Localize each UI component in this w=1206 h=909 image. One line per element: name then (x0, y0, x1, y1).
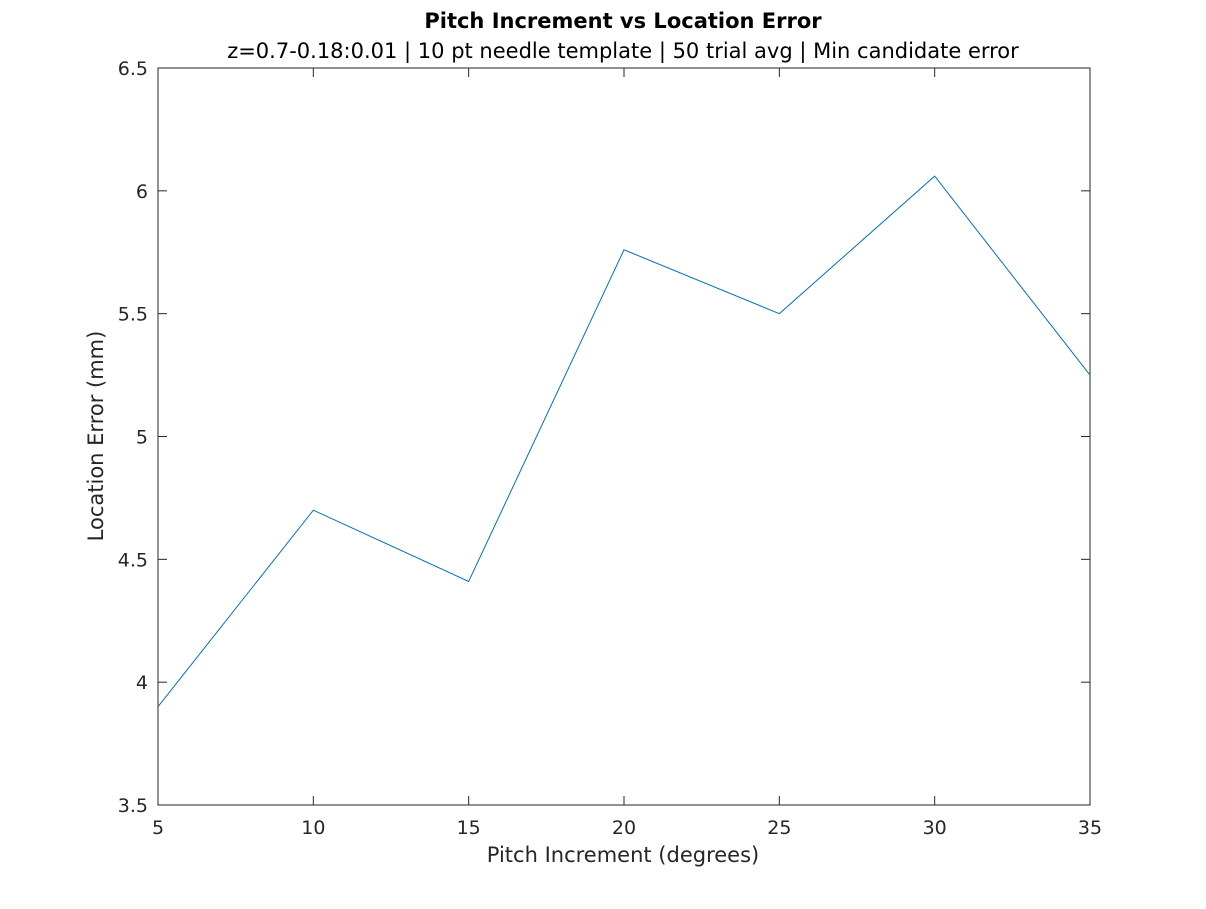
y-tick-label: 4.5 (118, 549, 148, 571)
axes-box (157, 67, 1091, 806)
x-tick-label: 5 (152, 817, 164, 839)
x-tick-label: 30 (923, 817, 947, 839)
y-tick-label: 6.5 (118, 58, 148, 80)
x-tick-label: 25 (767, 817, 791, 839)
y-tick-label: 6 (136, 181, 148, 203)
plot-area: 5 10 15 20 25 30 35 3.5 4 4.5 5 5.5 6 6.5 (118, 58, 1102, 839)
x-tick-label: 10 (301, 817, 325, 839)
x-tick-label: 15 (457, 817, 481, 839)
x-tick-label: 35 (1078, 817, 1102, 839)
y-tick-label: 5.5 (118, 304, 148, 326)
y-axis-label: Location Error (mm) (84, 331, 108, 542)
y-tick-label: 3.5 (118, 795, 148, 817)
x-tick-label: 20 (612, 817, 636, 839)
y-tick-label: 5 (136, 427, 148, 449)
chart-title: Pitch Increment vs Location Error (424, 9, 822, 33)
chart-subtitle: z=0.7-0.18:0.01 | 10 pt needle template … (227, 39, 1019, 64)
y-tick-label: 4 (136, 672, 148, 694)
series-line (157, 175, 1091, 708)
x-axis-label: Pitch Increment (degrees) (487, 843, 759, 867)
